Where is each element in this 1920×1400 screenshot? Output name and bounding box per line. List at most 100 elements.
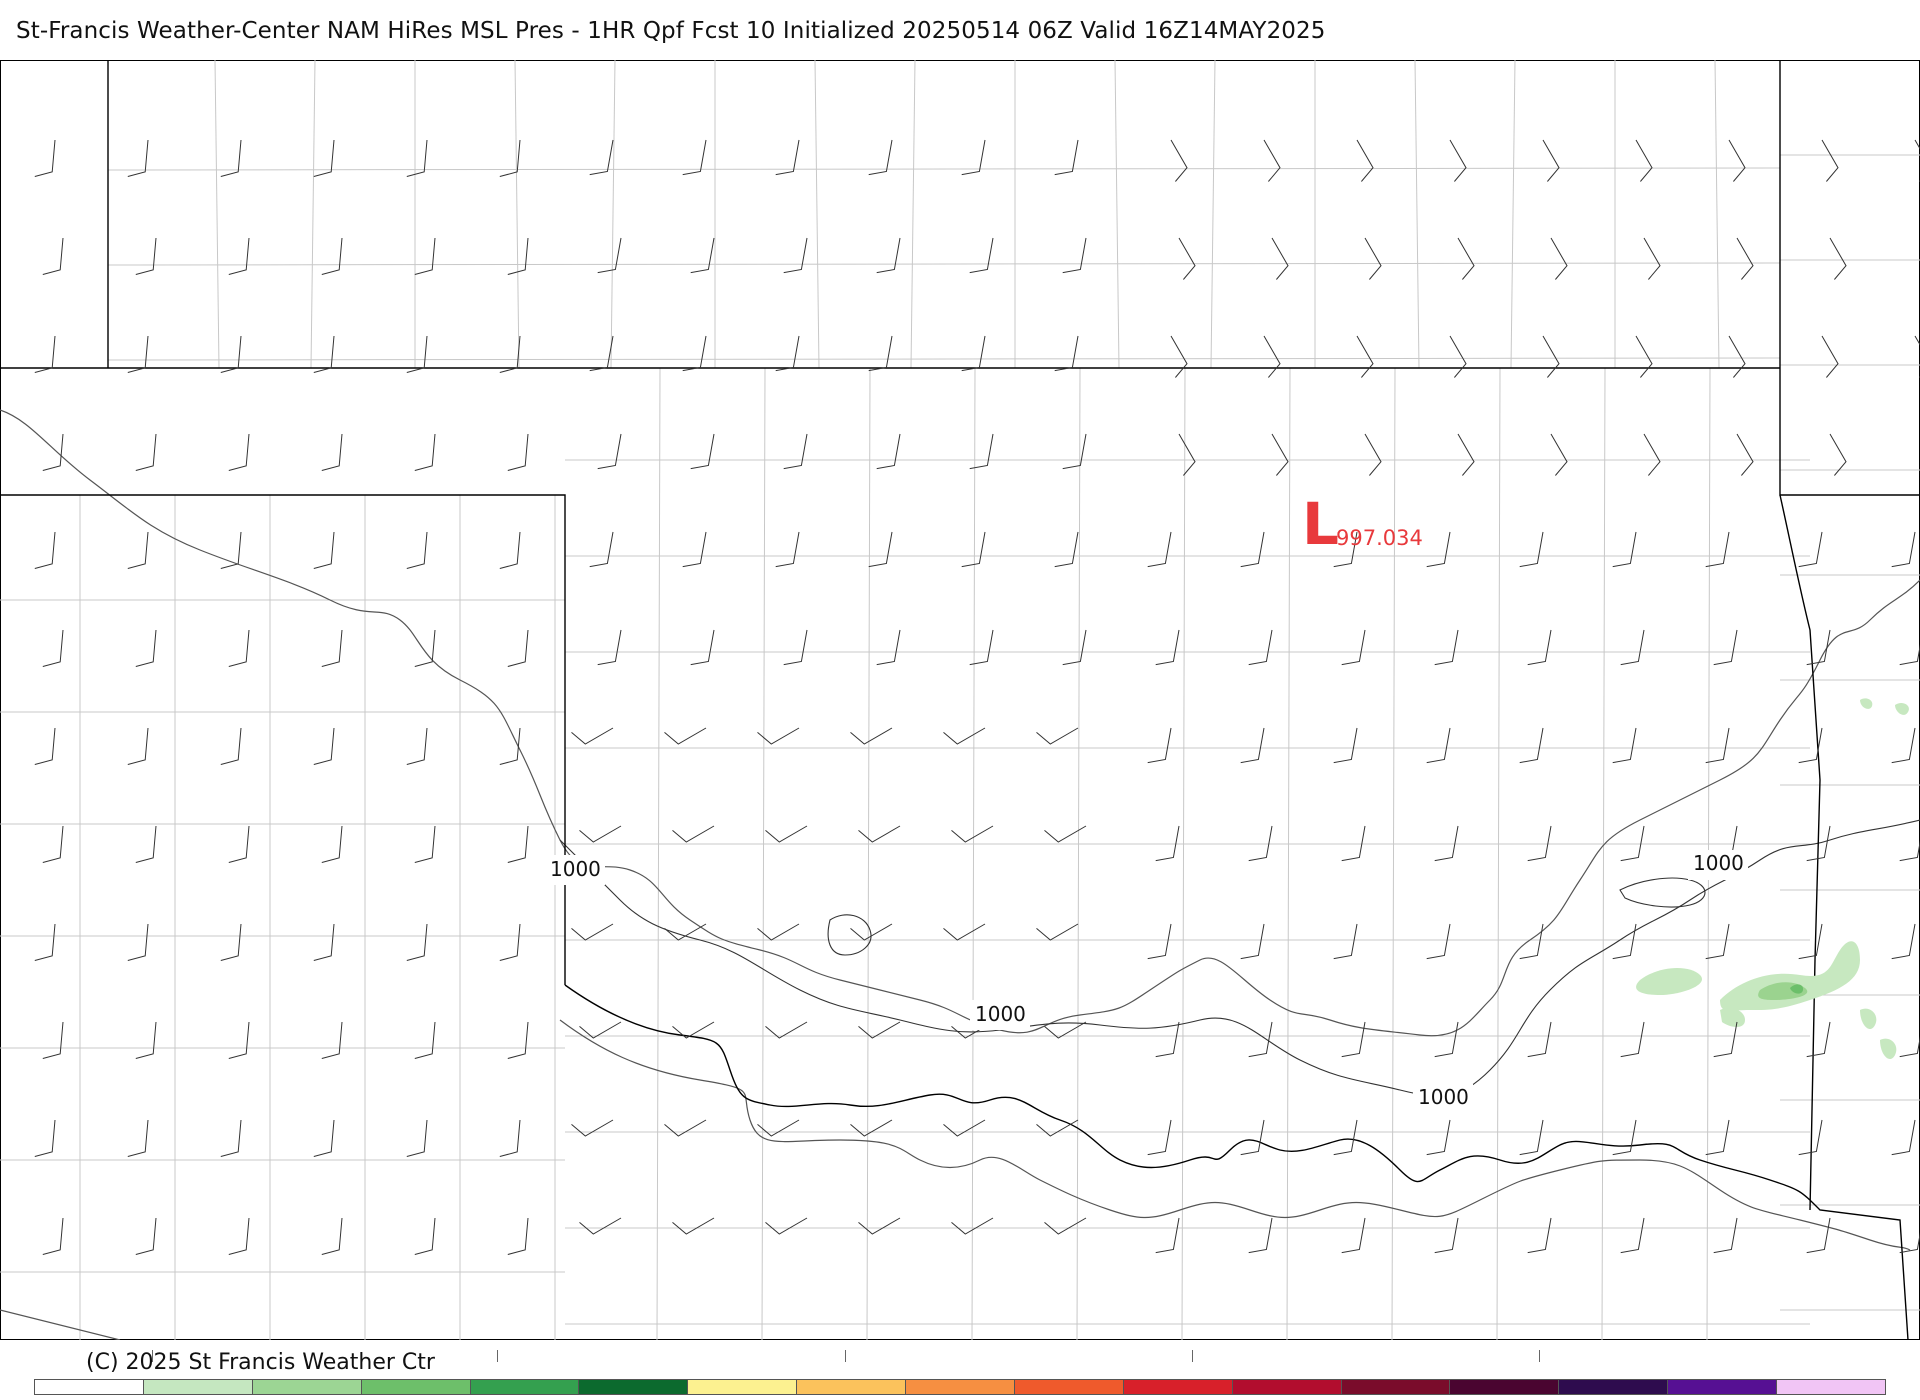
isobar-labels: 1000 1000 1000 1000 [545, 850, 1748, 1114]
wind-barb [775, 335, 800, 372]
wind-barb [1728, 335, 1746, 378]
wind-barb [414, 825, 436, 863]
wind-barb [858, 825, 901, 843]
legend-swatch [1450, 1380, 1560, 1394]
county-line [1181, 367, 1186, 1340]
wind-barb [783, 237, 808, 274]
wind-barb [1620, 629, 1645, 666]
wind-barb [313, 727, 335, 765]
wind-barb [228, 1217, 250, 1255]
wind-barb [672, 1217, 715, 1235]
state-borders [0, 60, 1920, 1340]
wind-barb [579, 825, 622, 843]
wind-barb [1062, 629, 1087, 666]
wind-barb [1147, 923, 1172, 960]
legend-tick [152, 1350, 153, 1362]
wind-barb [1341, 1217, 1366, 1254]
isobar-1000-loop-west [827, 914, 872, 956]
wind-barb [1044, 1021, 1087, 1039]
wind-barb [406, 1119, 428, 1157]
wind-barb [1240, 923, 1265, 960]
wind-barb [943, 727, 986, 745]
wind-barb [664, 1119, 707, 1137]
wind-barb [321, 825, 343, 863]
wind-barb [1620, 825, 1645, 862]
wind-barb [507, 629, 529, 667]
wind-barb [1426, 531, 1451, 568]
wind-barb [1333, 727, 1358, 764]
wind-barb [1899, 840, 1920, 862]
isobar-label: 1000 [550, 857, 601, 881]
precip-areas [1636, 698, 1909, 1060]
wind-barb [507, 433, 529, 471]
wind-barb [1248, 1217, 1273, 1254]
wind-barb [765, 825, 808, 843]
wind-barb [1891, 923, 1916, 960]
wind-barb [868, 139, 893, 176]
wind-barb [313, 1119, 335, 1157]
county-line [514, 60, 520, 369]
legend-swatch [797, 1380, 906, 1394]
wind-barb [1248, 825, 1273, 862]
wind-barb [775, 139, 800, 176]
wind-barb [42, 433, 64, 471]
wind-barb [1263, 139, 1281, 182]
precip-area-5 [1720, 1008, 1745, 1027]
wind-barb [682, 531, 707, 568]
wind-barb [850, 923, 893, 941]
wind-barb [969, 629, 994, 666]
isobar-label: 1000 [1693, 851, 1744, 875]
wind-barb [579, 1021, 622, 1039]
wind-barb [1798, 531, 1823, 568]
wind-barb [1527, 825, 1552, 862]
isobar-label: 1000 [975, 1002, 1026, 1026]
wind-barb [42, 1021, 64, 1059]
wind-barb [1147, 531, 1172, 568]
wind-barb [1821, 139, 1839, 182]
legend-swatch [579, 1380, 689, 1394]
wind-barb [1155, 825, 1180, 862]
map-title: St-Francis Weather-Center NAM HiRes MSL … [16, 18, 1326, 44]
wind-barb [1899, 1036, 1920, 1058]
wind-barb [34, 531, 56, 569]
legend-swatch [470, 1380, 580, 1394]
legend-tick [497, 1350, 498, 1362]
wind-barb [406, 531, 428, 569]
wind-barb [1798, 923, 1823, 960]
wind-barb [1036, 1119, 1079, 1137]
wind-barb [1821, 335, 1839, 378]
wind-barb [1036, 923, 1079, 941]
wind-barb [499, 335, 521, 373]
wind-barb [1426, 923, 1451, 960]
river-red [559, 1019, 1911, 1251]
wind-barb [321, 1217, 343, 1255]
wind-barb [1062, 433, 1087, 470]
wind-barb [1263, 335, 1281, 378]
wind-barb [1434, 629, 1459, 666]
county-line [761, 367, 766, 1340]
wind-barb [1271, 237, 1289, 280]
county-line [910, 60, 916, 369]
precip-area-4 [1790, 984, 1804, 994]
legend-swatch [906, 1380, 1015, 1394]
wind-barb [1542, 139, 1560, 182]
wind-barb [682, 139, 707, 176]
precip-area-2 [1720, 941, 1860, 1011]
wind-barb [228, 629, 250, 667]
county-line [814, 60, 820, 369]
wind-barb [1240, 727, 1265, 764]
wind-barb [220, 727, 242, 765]
county-line [310, 60, 316, 369]
wind-barb [127, 923, 149, 961]
county-line [971, 367, 976, 1340]
legend-swatch [1341, 1380, 1451, 1394]
wind-barb [1054, 139, 1079, 176]
wind-barb [414, 1021, 436, 1059]
wind-barb [1550, 237, 1568, 280]
wind-barb [1356, 335, 1374, 378]
wind-barb [1891, 727, 1916, 764]
border-east [1779, 494, 1821, 1211]
legend-swatch [1559, 1380, 1669, 1394]
wind-barb [406, 139, 428, 177]
wind-barb [589, 531, 614, 568]
